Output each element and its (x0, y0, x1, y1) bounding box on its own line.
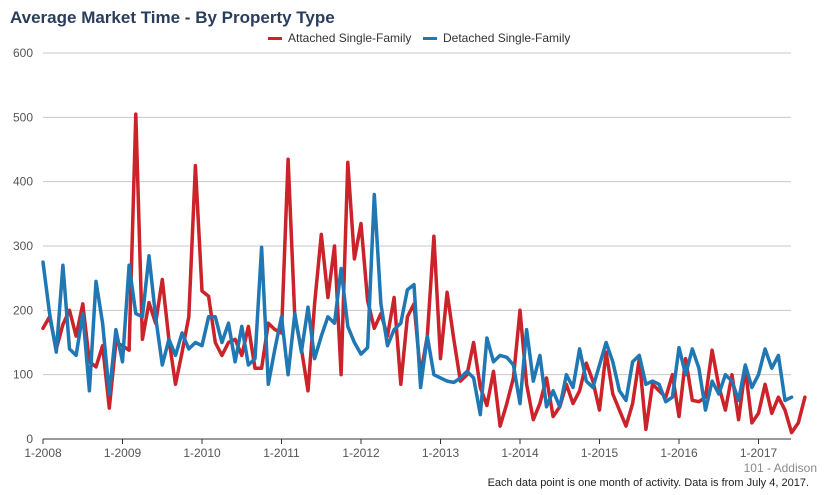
y-tick-label: 100 (13, 368, 33, 382)
x-tick-label: 1-2011 (263, 446, 300, 460)
x-axis: 1-2008 1-2009 1-2010 1-2011 1-2012 1-2013 1-20… (24, 438, 791, 460)
x-tick-label: 1-2016 (660, 446, 698, 460)
legend-item-detached[interactable]: Detached Single-Family (423, 31, 570, 45)
legend-swatch-red (268, 36, 282, 40)
y-tick-label: 500 (13, 110, 33, 124)
x-tick-label: 1-2014 (501, 446, 539, 460)
x-tick-label: 1-2012 (342, 446, 380, 460)
y-tick-label: 200 (13, 303, 33, 317)
series-line-attached (41, 112, 807, 435)
series-line-detached (41, 192, 794, 417)
legend-item-attached[interactable]: Attached Single-Family (268, 31, 411, 45)
y-tick-label: 600 (13, 46, 33, 60)
x-tick-label: 1-2010 (183, 446, 221, 460)
x-tick-label: 1-2008 (24, 446, 62, 460)
area-label: 101 - Addison (743, 461, 817, 475)
data-footnote: Each data point is one month of activity… (487, 477, 809, 489)
y-tick-label: 300 (13, 239, 33, 253)
x-tick-label: 1-2013 (422, 446, 460, 460)
x-tick-label: 1-2009 (104, 446, 142, 460)
gridlines (43, 52, 791, 376)
y-tick-label: 0 (26, 432, 33, 446)
legend-label-attached: Attached Single-Family (288, 31, 412, 45)
x-tick-label: 1-2015 (581, 446, 619, 460)
legend-label-detached: Detached Single-Family (443, 31, 571, 45)
y-axis-tick-labels: 0 100 200 300 400 500 600 (13, 46, 33, 446)
chart-title: Average Market Time - By Property Type (10, 8, 335, 27)
legend-swatch-blue (423, 36, 437, 40)
data-series (41, 112, 807, 435)
x-tick-label: 1-2017 (740, 446, 778, 460)
y-tick-label: 400 (13, 175, 33, 189)
